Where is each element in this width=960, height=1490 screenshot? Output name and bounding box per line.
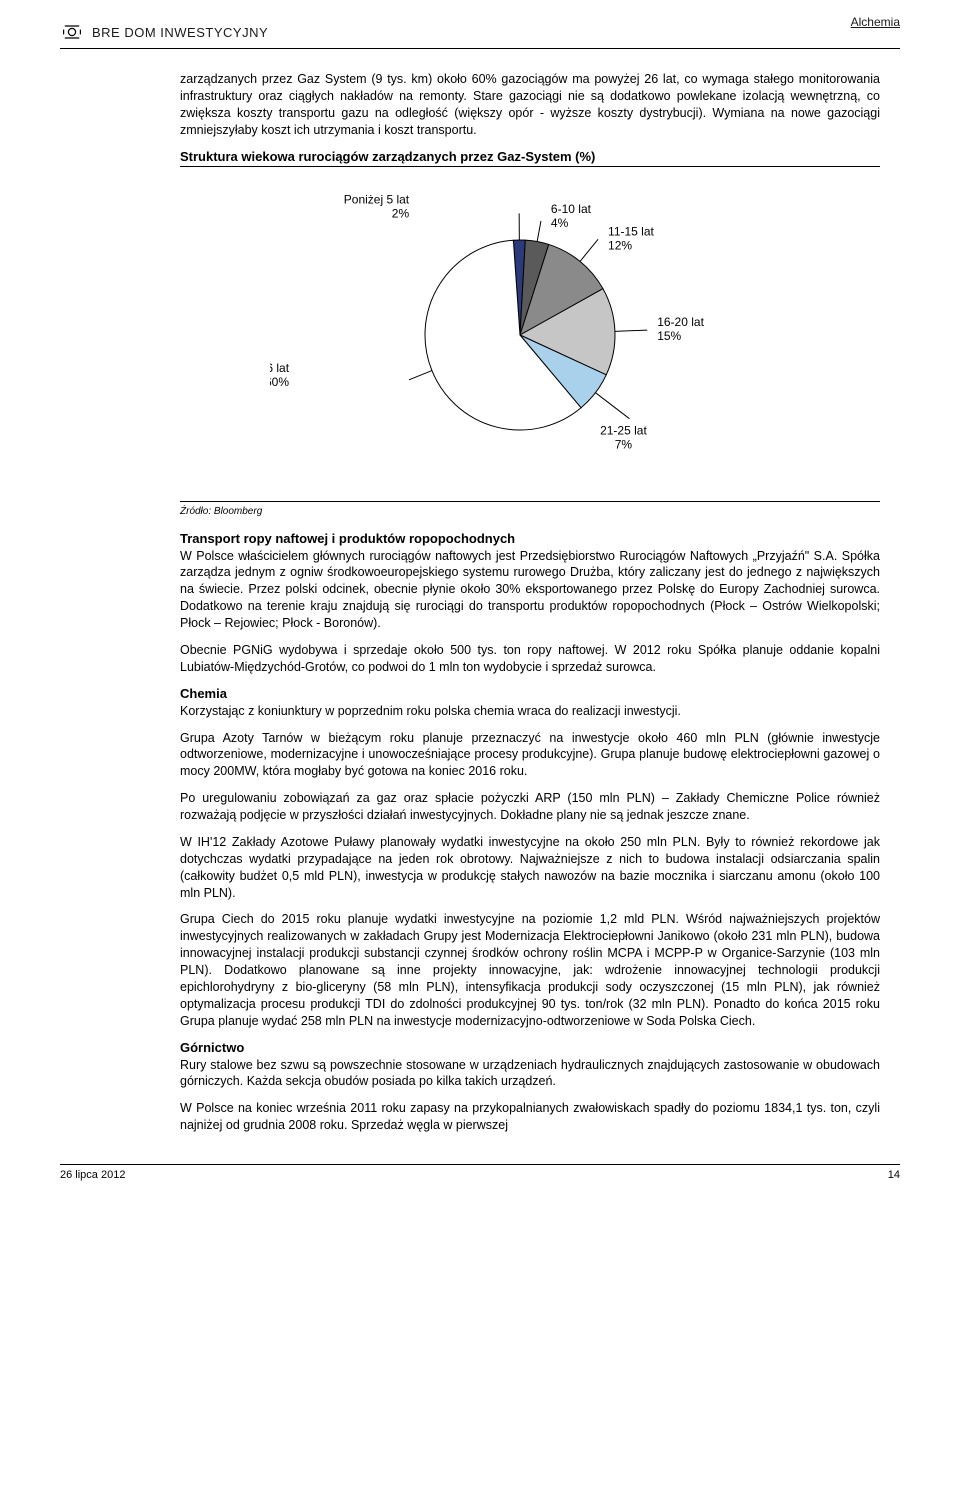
slice-label: 21-25 lat	[600, 423, 647, 437]
chemia-p4: W IH'12 Zakłady Azotowe Puławy planowały…	[180, 834, 880, 902]
slice-pct: 60%	[270, 374, 289, 388]
slice-label: Powyżej 26 lat	[270, 360, 290, 374]
leader-line	[580, 239, 598, 261]
slice-label: Poniżej 5 lat	[344, 192, 410, 206]
chemia-p1: Korzystając z koniunktury w poprzednim r…	[180, 703, 880, 720]
chart-title: Struktura wiekowa rurociągów zarządzanyc…	[180, 149, 880, 167]
section-title-gornictwo: Górnictwo	[180, 1040, 880, 1055]
gornictwo-p1: Rury stalowe bez szwu są powszechnie sto…	[180, 1057, 880, 1091]
slice-label: 6-10 lat	[551, 202, 592, 216]
pie-chart-svg: Poniżej 5 lat2% 6-10 lat4% 11-15 lat12% 16-…	[270, 175, 790, 495]
brand-logo-icon	[60, 20, 84, 44]
gornictwo-p2: W Polsce na koniec września 2011 roku za…	[180, 1100, 880, 1134]
footer-page: 14	[888, 1169, 900, 1181]
chemia-p5: Grupa Ciech do 2015 roku planuje wydatki…	[180, 911, 880, 1029]
doc-tag: Alchemia	[851, 15, 900, 29]
slice-pct: 7%	[615, 437, 633, 451]
content: zarządzanych przez Gaz System (9 tys. km…	[60, 71, 900, 1134]
slice-pct: 15%	[657, 329, 681, 343]
slice-label: 16-20 lat	[657, 315, 704, 329]
chemia-p2: Grupa Azoty Tarnów w bieżącym roku planu…	[180, 730, 880, 781]
transport-p1: W Polsce właścicielem głównych rurociągó…	[180, 548, 880, 632]
footer: 26 lipca 2012 14	[60, 1164, 900, 1181]
intro-paragraph: zarządzanych przez Gaz System (9 tys. km…	[180, 71, 880, 139]
section-title-transport: Transport ropy naftowej i produktów ropo…	[180, 531, 880, 546]
section-title-chemia: Chemia	[180, 686, 880, 701]
slice-label: 11-15 lat	[608, 224, 654, 238]
slice-pct: 2%	[392, 206, 410, 220]
chart-source: Źródło: Bloomberg	[180, 501, 880, 517]
pie-chart: Poniżej 5 lat2% 6-10 lat4% 11-15 lat12% 16-…	[180, 175, 880, 495]
brand-text: BRE DOM INWESTYCYJNY	[92, 25, 268, 40]
header-bar: BRE DOM INWESTYCYJNY Alchemia	[60, 20, 900, 49]
leader-line	[409, 370, 432, 379]
leader-line	[615, 330, 647, 331]
chemia-p3: Po uregulowaniu zobowiązań za gaz oraz s…	[180, 790, 880, 824]
leader-line	[595, 392, 629, 418]
leader-line	[537, 221, 541, 242]
slice-pct: 12%	[608, 238, 632, 252]
brand-wrap: BRE DOM INWESTYCYJNY	[60, 20, 268, 44]
slice-pct: 4%	[551, 216, 569, 230]
footer-date: 26 lipca 2012	[60, 1169, 125, 1181]
transport-p2: Obecnie PGNiG wydobywa i sprzedaje około…	[180, 642, 880, 676]
